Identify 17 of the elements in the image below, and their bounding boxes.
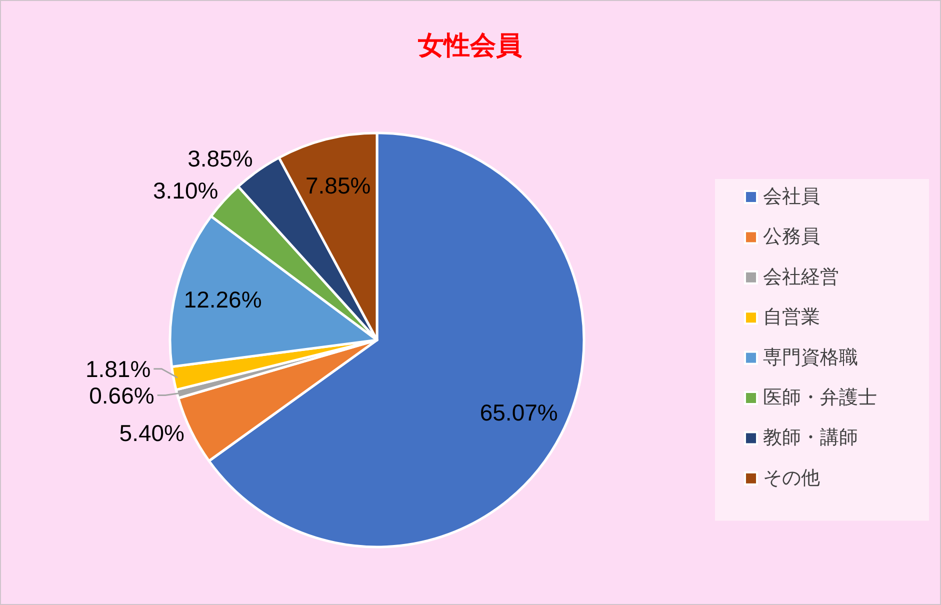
legend-label: 会社経営 [763, 266, 839, 288]
data-label: 12.26% [184, 286, 262, 313]
legend-label: 専門資格職 [763, 347, 858, 368]
data-label: 0.66% [89, 382, 154, 408]
legend-label: 公務員 [763, 226, 820, 248]
legend-label: 教師・講師 [763, 428, 858, 449]
data-label: 3.10% [152, 177, 218, 204]
legend-label: 医師・弁護士 [763, 388, 877, 408]
legend-label: その他 [763, 468, 820, 489]
data-label: 7.85% [305, 172, 371, 198]
data-label: 3.85% [188, 145, 253, 172]
data-label: 65.07% [480, 400, 558, 426]
legend-label: 自営業 [763, 307, 820, 328]
legend-label: 会社員 [763, 186, 820, 208]
data-label: 1.81% [85, 356, 151, 382]
data-label: 5.40% [119, 420, 184, 446]
title: 女性会員 [418, 30, 522, 60]
